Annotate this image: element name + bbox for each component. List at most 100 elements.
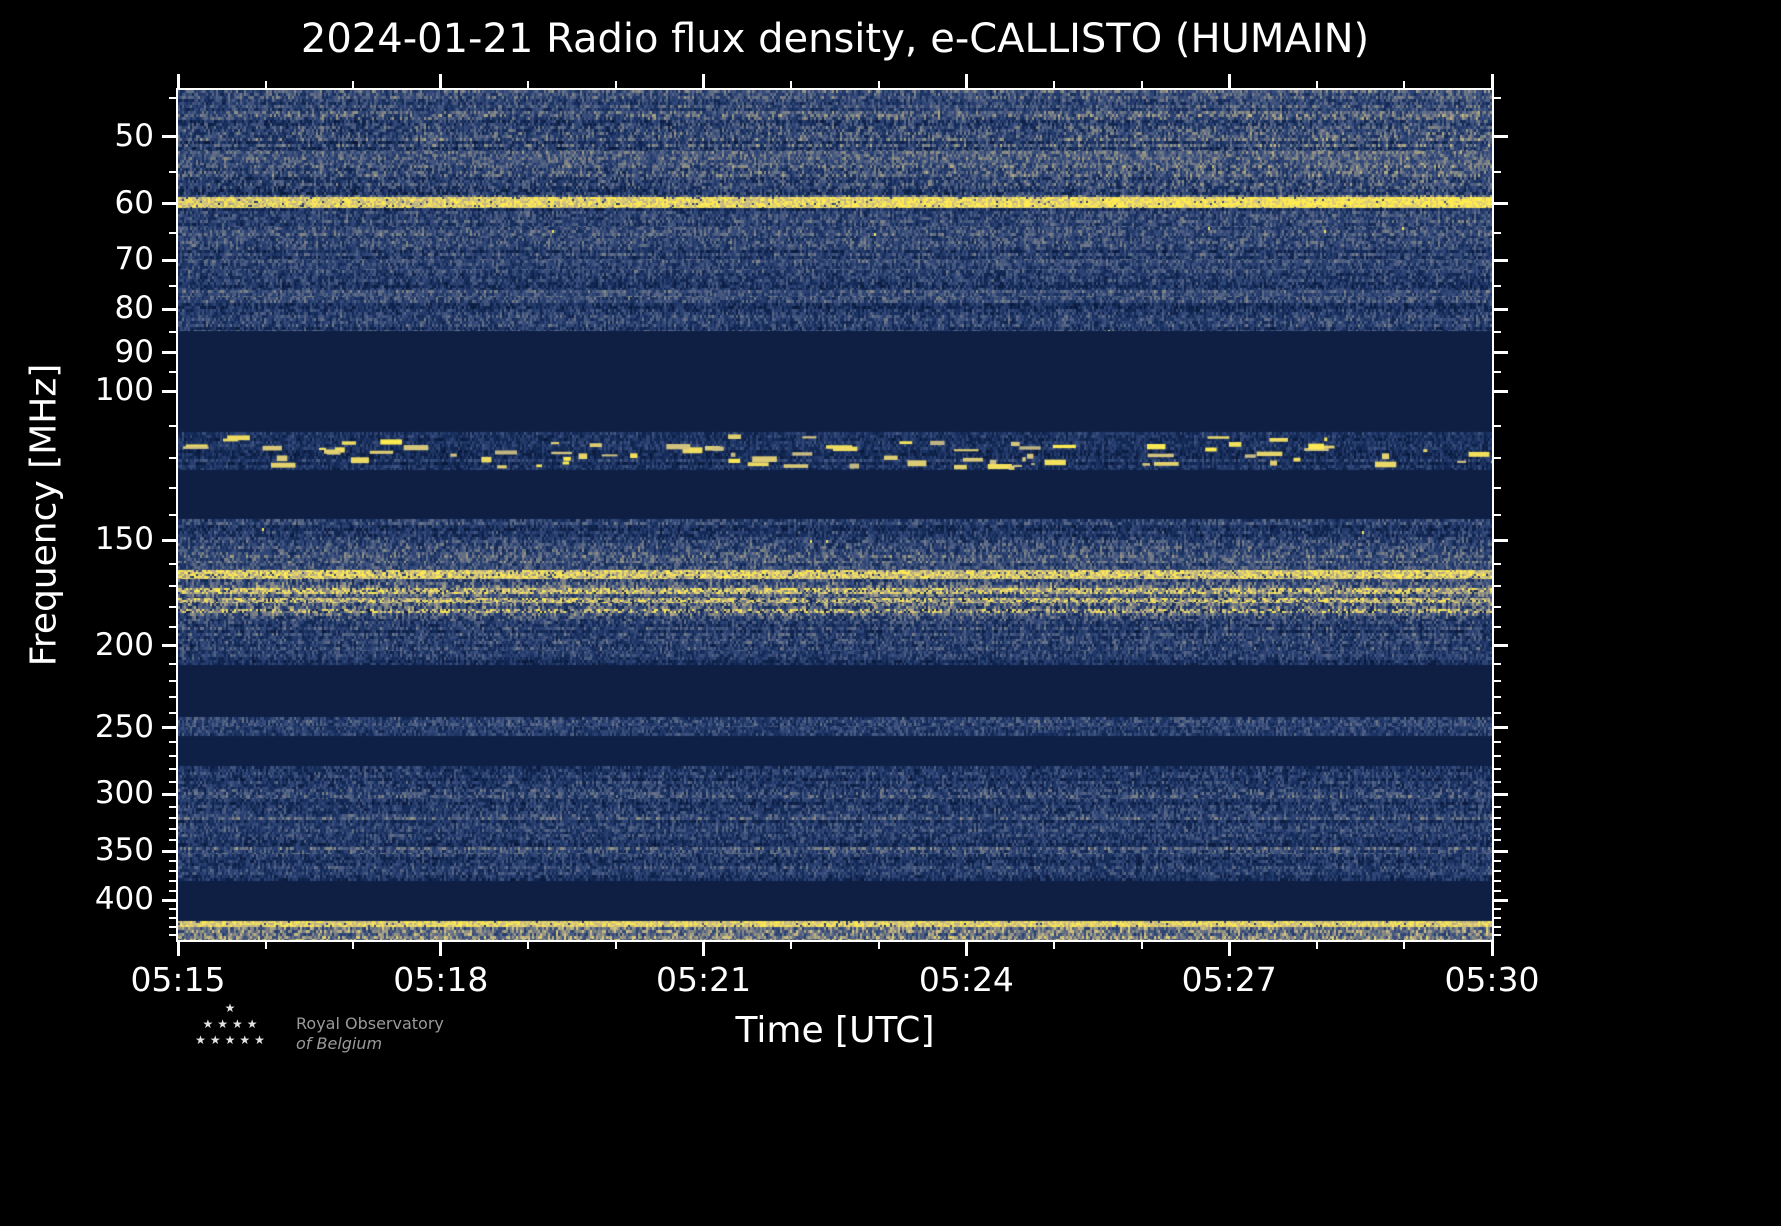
- y-tick-label: 250: [94, 708, 154, 745]
- y-minor-tick-left: [169, 513, 176, 516]
- y-tick-label: 350: [94, 832, 154, 869]
- y-minor-tick-right: [1494, 754, 1501, 757]
- y-major-tick-right: [1494, 792, 1508, 796]
- y-minor-tick-right: [1494, 889, 1501, 892]
- y-major-tick-left: [162, 202, 176, 206]
- x-minor-tick-bottom: [1053, 942, 1055, 949]
- rob-logo-stars: ★ ★★★★ ★★★★★: [186, 1000, 278, 1048]
- y-minor-tick-left: [169, 805, 176, 808]
- x-minor-tick-bottom: [877, 942, 880, 949]
- spectrogram-canvas: [178, 90, 1492, 940]
- y-minor-tick-right: [1494, 880, 1501, 883]
- y-tick-label: 70: [114, 241, 154, 278]
- y-minor-tick-left: [169, 170, 176, 173]
- y-tick-label: 300: [94, 775, 154, 812]
- y-minor-tick-right: [1494, 916, 1501, 919]
- y-minor-tick-left: [169, 934, 176, 937]
- rob-logo-text-line1: Royal Observatory: [296, 1014, 444, 1033]
- y-minor-tick-right: [1494, 934, 1501, 937]
- y-minor-tick-right: [1494, 805, 1501, 808]
- y-minor-tick-right: [1494, 839, 1501, 842]
- y-minor-tick-right: [1494, 606, 1501, 608]
- y-minor-tick-left: [169, 585, 176, 588]
- x-major-tick-top: [439, 74, 443, 88]
- y-tick-label: 50: [114, 117, 154, 154]
- y-minor-tick-left: [169, 662, 176, 665]
- y-minor-tick-left: [169, 486, 176, 489]
- x-major-tick-bottom: [1227, 942, 1231, 956]
- y-minor-tick-right: [1494, 284, 1501, 287]
- x-minor-tick-top: [264, 81, 267, 88]
- y-minor-tick-left: [169, 606, 176, 608]
- y-major-tick-left: [162, 389, 176, 393]
- y-minor-tick-left: [169, 284, 176, 287]
- y-major-tick-left: [162, 898, 176, 902]
- x-minor-tick-top: [1140, 81, 1143, 88]
- y-minor-tick-left: [169, 889, 176, 892]
- y-tick-label: 200: [94, 626, 154, 663]
- y-minor-tick-right: [1494, 562, 1501, 565]
- y-minor-tick-left: [169, 925, 176, 928]
- y-major-tick-right: [1494, 389, 1508, 393]
- y-minor-tick-right: [1494, 908, 1501, 911]
- y-minor-tick-right: [1494, 457, 1501, 460]
- y-minor-tick-left: [169, 781, 176, 784]
- x-minor-tick-bottom: [615, 942, 617, 949]
- y-major-tick-left: [162, 135, 176, 139]
- y-minor-tick-right: [1494, 870, 1501, 873]
- x-tick-label: 05:21: [656, 960, 752, 999]
- x-major-tick-top: [1490, 74, 1494, 88]
- y-major-tick-right: [1494, 849, 1508, 853]
- y-minor-tick-right: [1494, 97, 1501, 100]
- x-minor-tick-bottom: [1140, 942, 1143, 949]
- x-tick-label: 05:27: [1181, 960, 1277, 999]
- y-minor-tick-right: [1494, 781, 1501, 784]
- y-tick-label: 60: [114, 184, 154, 221]
- y-minor-tick-right: [1494, 662, 1501, 665]
- y-minor-tick-right: [1494, 679, 1501, 682]
- x-minor-tick-top: [790, 81, 793, 88]
- y-minor-tick-left: [169, 562, 176, 565]
- x-axis-label: Time [UTC]: [735, 1010, 935, 1051]
- y-minor-tick-right: [1494, 768, 1501, 771]
- y-minor-tick-left: [169, 425, 176, 428]
- y-minor-tick-left: [169, 880, 176, 883]
- y-minor-tick-right: [1494, 817, 1501, 820]
- y-tick-label: 400: [94, 881, 154, 918]
- x-tick-label: 05:24: [918, 960, 1014, 999]
- y-minor-tick-right: [1494, 330, 1501, 333]
- y-minor-tick-right: [1494, 425, 1501, 428]
- rob-logo-stars-row2: ★★★★: [202, 1017, 262, 1031]
- y-major-tick-right: [1494, 898, 1508, 902]
- x-minor-tick-top: [352, 81, 355, 88]
- x-minor-tick-bottom: [1315, 942, 1318, 949]
- y-major-tick-left: [162, 538, 176, 542]
- y-major-tick-left: [162, 307, 176, 311]
- rob-logo-stars-row3: ★★★★★: [195, 1033, 269, 1047]
- y-minor-tick-left: [169, 839, 176, 842]
- y-tick-label: 150: [94, 521, 154, 558]
- x-minor-tick-top: [877, 81, 880, 88]
- x-major-tick-bottom: [176, 942, 180, 956]
- y-minor-tick-left: [169, 908, 176, 911]
- y-tick-label: 100: [94, 372, 154, 409]
- y-minor-tick-left: [169, 625, 176, 628]
- x-major-tick-top: [964, 74, 968, 88]
- y-major-tick-right: [1494, 644, 1508, 648]
- x-minor-tick-top: [615, 81, 617, 88]
- x-minor-tick-bottom: [790, 942, 793, 949]
- y-major-tick-left: [162, 792, 176, 796]
- y-minor-tick-left: [169, 457, 176, 460]
- x-tick-label: 05:30: [1444, 960, 1540, 999]
- rob-logo-stars-row1: ★: [224, 1001, 240, 1015]
- y-minor-tick-left: [169, 768, 176, 771]
- y-minor-tick-left: [169, 232, 176, 235]
- x-minor-tick-bottom: [1403, 942, 1406, 949]
- y-major-tick-right: [1494, 538, 1508, 542]
- y-major-tick-right: [1494, 258, 1508, 262]
- x-major-tick-top: [1227, 74, 1231, 88]
- y-minor-tick-left: [169, 860, 176, 863]
- x-major-tick-bottom: [439, 942, 443, 956]
- y-minor-tick-right: [1494, 711, 1501, 714]
